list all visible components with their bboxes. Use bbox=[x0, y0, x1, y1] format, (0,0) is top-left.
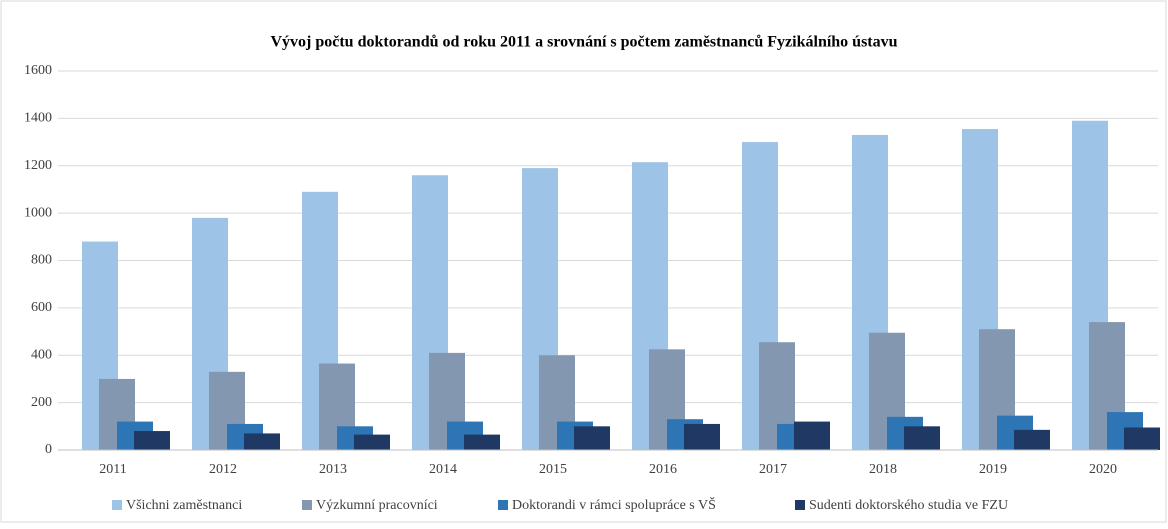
bar bbox=[464, 434, 500, 450]
y-tick-label: 600 bbox=[31, 300, 52, 315]
x-tick-label: 2011 bbox=[99, 462, 126, 477]
bar bbox=[574, 426, 610, 450]
x-tick-label: 2019 bbox=[979, 462, 1007, 477]
bar bbox=[244, 433, 280, 450]
legend-label: Výzkumní pracovníci bbox=[316, 498, 438, 513]
legend-swatch bbox=[498, 500, 508, 510]
y-tick-label: 0 bbox=[45, 442, 52, 457]
y-tick-label: 200 bbox=[31, 395, 52, 410]
bar bbox=[354, 434, 390, 450]
y-tick-label: 1600 bbox=[24, 63, 52, 78]
y-tick-label: 1200 bbox=[24, 158, 52, 173]
legend-swatch bbox=[795, 500, 805, 510]
legend-label: Doktorandi v rámci spolupráce s VŠ bbox=[512, 496, 716, 513]
legend-label: Všichni zaměstnanci bbox=[126, 498, 242, 513]
x-tick-label: 2020 bbox=[1089, 462, 1117, 477]
legend-swatch bbox=[302, 500, 312, 510]
x-tick-label: 2017 bbox=[759, 462, 787, 477]
y-tick-label: 400 bbox=[31, 347, 52, 362]
y-tick-label: 800 bbox=[31, 253, 52, 268]
x-tick-label: 2015 bbox=[539, 462, 567, 477]
legend-label: Sudenti doktorského studia ve FZU bbox=[809, 498, 1008, 513]
bar bbox=[1124, 427, 1160, 450]
bar bbox=[684, 423, 720, 450]
x-tick-label: 2018 bbox=[869, 462, 897, 477]
chart-title: Vývoj počtu doktorandů od roku 2011 a sr… bbox=[270, 34, 897, 51]
y-tick-label: 1000 bbox=[24, 205, 52, 220]
bar bbox=[794, 421, 830, 450]
x-tick-label: 2012 bbox=[209, 462, 237, 477]
legend-swatch bbox=[112, 500, 122, 510]
x-tick-label: 2013 bbox=[319, 462, 347, 477]
bar bbox=[1014, 429, 1050, 450]
bar bbox=[904, 426, 940, 450]
x-tick-label: 2016 bbox=[649, 462, 677, 477]
bar bbox=[134, 431, 170, 450]
y-tick-label: 1400 bbox=[24, 111, 52, 126]
x-tick-label: 2014 bbox=[429, 462, 457, 477]
